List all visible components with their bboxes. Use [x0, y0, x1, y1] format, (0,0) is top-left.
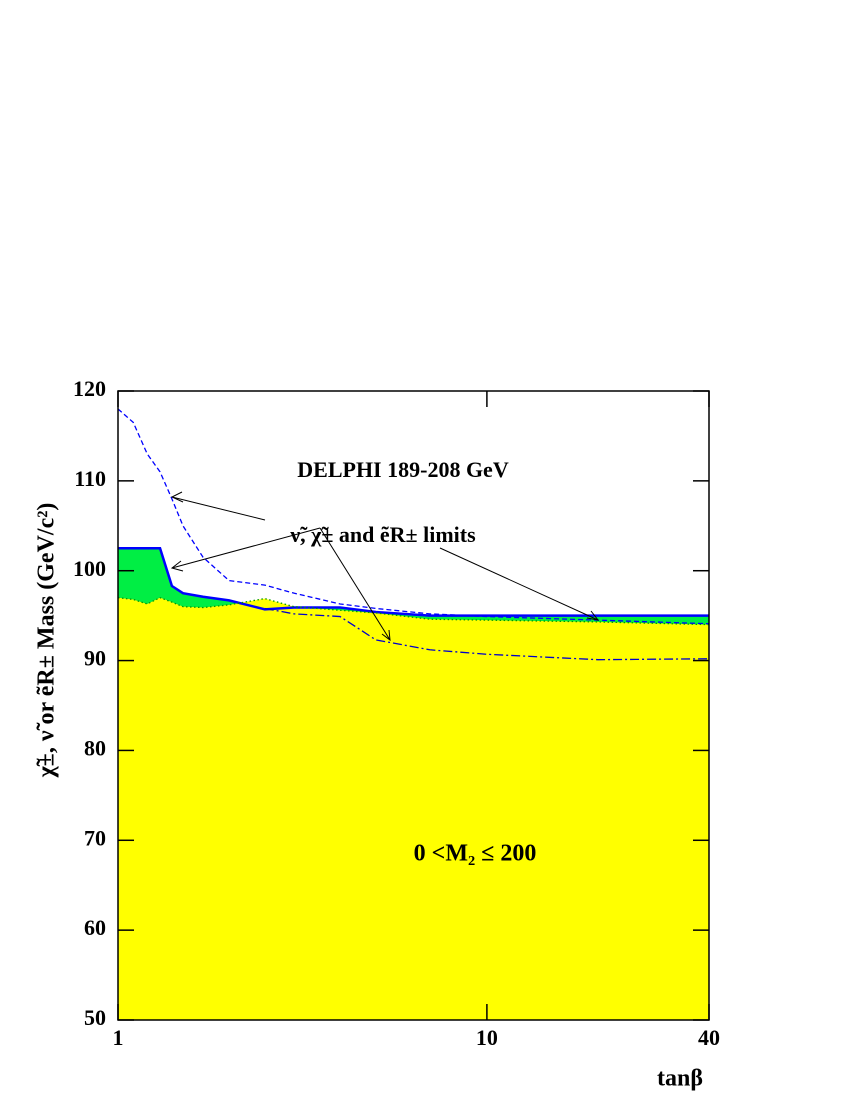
y-axis-label: χ̃±, ν̃ or ẽR± Mass (GeV/c²) — [34, 503, 60, 779]
arrow-head — [381, 629, 391, 642]
y-tick-label: 100 — [73, 556, 106, 581]
x-tick-label: 1 — [113, 1025, 124, 1050]
area-fill — [118, 597, 709, 1020]
series-line — [117, 596, 710, 626]
annotation-arrows — [170, 491, 600, 642]
arrow — [171, 527, 321, 569]
plot-area — [117, 408, 710, 1020]
arrow — [171, 496, 266, 521]
arrow — [439, 547, 599, 621]
chart-title: DELPHI 189-208 GeV — [297, 457, 509, 482]
annotation: ν̃, χ̃± and ẽR± limits — [289, 522, 476, 547]
y-tick-label: 90 — [84, 646, 106, 671]
arrow-head — [170, 491, 184, 503]
y-tick-label: 60 — [84, 915, 106, 940]
arrow-head — [586, 610, 600, 621]
plot-frame — [117, 390, 710, 1021]
y-tick-label: 110 — [74, 466, 106, 491]
x-axis-label: tanβ — [657, 1066, 703, 1092]
arrow-head — [170, 560, 184, 572]
series-line — [117, 408, 710, 625]
y-tick-label: 50 — [84, 1005, 106, 1030]
y-tick-label: 80 — [84, 735, 106, 760]
annotation: 0 <M₂ ≤ 200 — [414, 841, 537, 867]
arrow — [319, 527, 391, 641]
y-tick-label: 120 — [73, 376, 106, 401]
series-line — [264, 607, 710, 661]
y-tick-label: 70 — [84, 825, 106, 850]
x-tick-label: 10 — [476, 1025, 498, 1050]
x-tick-label: 40 — [698, 1025, 720, 1050]
